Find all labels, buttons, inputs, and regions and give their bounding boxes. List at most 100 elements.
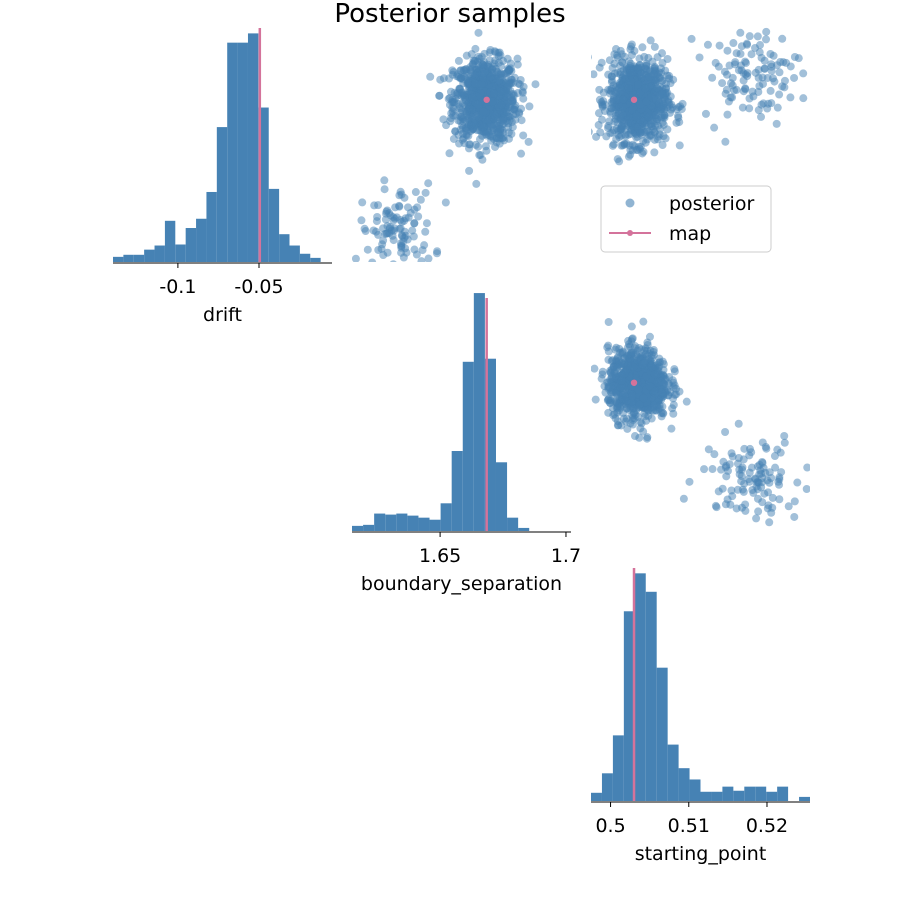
scatter-point — [754, 65, 763, 74]
scatter-point — [445, 93, 454, 102]
scatter-point — [753, 478, 762, 487]
scatter-point — [498, 120, 507, 129]
scatter-point — [762, 27, 771, 36]
scatter-point — [461, 116, 470, 125]
scatter-point — [626, 45, 635, 54]
scatter-point — [389, 236, 398, 245]
x-tick-label: -0.05 — [234, 276, 283, 298]
x-axis-label: starting_point — [635, 843, 767, 865]
hist-bar — [418, 517, 430, 531]
scatter-point — [403, 285, 411, 293]
scatter-point — [508, 97, 517, 106]
scatter-point — [740, 444, 749, 453]
x-tick-label: -0.1 — [159, 276, 196, 298]
scatter-point — [775, 495, 784, 504]
x-tick-label: 1.65 — [419, 545, 461, 567]
scatter-point — [467, 64, 476, 73]
scatter-point — [720, 67, 729, 76]
scatter-point — [470, 57, 479, 66]
scatter-point — [700, 465, 709, 474]
scatter-point — [490, 89, 499, 98]
scatter-point — [780, 431, 789, 440]
hist-bar — [164, 220, 176, 262]
scatter-point — [756, 41, 765, 50]
scatter-point — [385, 297, 393, 305]
scatter-point — [701, 109, 710, 118]
scatter-point — [643, 135, 652, 144]
scatter-point — [723, 110, 732, 119]
scatter-point — [717, 465, 726, 474]
scatter-point — [594, 109, 603, 118]
scatter-point — [473, 126, 482, 135]
scatter-point — [731, 58, 740, 67]
scatter-point — [768, 493, 777, 502]
scatter-point — [760, 64, 769, 73]
scatter-point — [778, 34, 787, 43]
scatter-point — [447, 109, 456, 118]
scatter-point — [651, 111, 660, 120]
scatter-point — [432, 249, 441, 258]
scatter-point — [745, 94, 754, 103]
scatter-point — [703, 40, 712, 49]
scatter-point — [400, 227, 409, 236]
scatter-point — [710, 123, 719, 132]
scatter-point — [616, 403, 625, 412]
scatter-point — [636, 100, 645, 109]
scatter-point — [596, 128, 605, 137]
hist-bar — [777, 786, 789, 801]
scatter-point — [643, 434, 652, 443]
scatter-point — [338, 217, 346, 225]
hist-bar — [385, 514, 397, 531]
scatter-point — [628, 335, 637, 344]
scatter-point — [635, 433, 644, 442]
scatter-point — [756, 466, 765, 475]
scatter-point — [650, 370, 659, 379]
scatter-point — [658, 89, 667, 98]
scatter-point — [773, 445, 782, 454]
hist-bar — [216, 127, 228, 262]
scatter-point — [721, 428, 730, 437]
scatter-point — [739, 487, 748, 496]
scatter-point — [768, 503, 777, 512]
hist-bar — [623, 611, 635, 801]
hist-bar — [237, 42, 248, 262]
scatter-point — [613, 51, 622, 60]
scatter-point — [503, 54, 512, 63]
scatter-point — [358, 198, 367, 207]
scatter-point — [396, 280, 404, 288]
hist-bar — [206, 191, 217, 262]
scatter-point — [748, 87, 757, 96]
scatter-point — [752, 514, 761, 523]
scatter-point — [663, 71, 672, 80]
scatter-point — [488, 97, 497, 106]
scatter-point — [639, 317, 648, 326]
scatter-point — [747, 448, 756, 457]
scatter-point — [738, 103, 747, 112]
scatter-point — [708, 73, 717, 82]
scatter-point — [617, 376, 626, 385]
scatter-point — [619, 95, 628, 104]
scatter-point — [455, 102, 464, 111]
scatter-point — [722, 472, 731, 481]
scatter-point — [380, 185, 389, 194]
scatter-point — [465, 166, 474, 175]
hist-bar — [667, 744, 679, 801]
scatter-point — [399, 253, 408, 262]
scatter-point — [620, 70, 629, 79]
map-point — [630, 96, 638, 103]
x-tick-label: 0.5 — [595, 815, 625, 837]
scatter-point — [623, 424, 632, 433]
scatter-point — [492, 67, 501, 76]
scatter-point — [365, 269, 373, 277]
scatter-panel-drift-vs-boundary_separation — [338, 28, 540, 305]
scatter-point — [695, 53, 704, 62]
scatter-point — [400, 272, 408, 280]
scatter-point — [645, 382, 654, 391]
scatter-point — [467, 50, 476, 59]
scatter-point — [524, 137, 533, 146]
scatter-point — [753, 32, 762, 41]
scatter-point — [477, 80, 486, 89]
scatter-point — [760, 56, 769, 65]
scatter-point — [647, 354, 656, 363]
scatter-point — [758, 498, 767, 507]
